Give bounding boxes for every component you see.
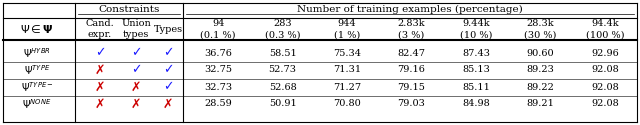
Text: 944
(1 %): 944 (1 %): [334, 19, 360, 39]
Text: ✓: ✓: [131, 64, 141, 76]
Text: 87.43: 87.43: [462, 48, 490, 58]
Text: $\Psi^{\mathit{HYBR}}$: $\Psi^{\mathit{HYBR}}$: [23, 46, 51, 60]
Text: 79.03: 79.03: [397, 100, 426, 108]
Text: ✗: ✗: [131, 98, 141, 110]
Text: 82.47: 82.47: [397, 48, 426, 58]
Text: 2.83k
(3 %): 2.83k (3 %): [397, 19, 426, 39]
Text: 94
(0.1 %): 94 (0.1 %): [200, 19, 236, 39]
Text: 28.3k
(30 %): 28.3k (30 %): [524, 19, 557, 39]
Text: 36.76: 36.76: [204, 48, 232, 58]
Text: 94.4k
(100 %): 94.4k (100 %): [586, 19, 624, 39]
Text: Types: Types: [154, 24, 182, 34]
Text: 32.73: 32.73: [204, 82, 232, 92]
Text: 71.31: 71.31: [333, 66, 361, 74]
Text: 50.91: 50.91: [269, 100, 296, 108]
Text: 79.15: 79.15: [397, 82, 426, 92]
Text: ✗: ✗: [95, 80, 105, 94]
Text: $\Psi^{\mathit{NONE}}$: $\Psi^{\mathit{NONE}}$: [22, 97, 52, 111]
Text: ✗: ✗: [131, 80, 141, 94]
Text: Constraints: Constraints: [99, 4, 160, 14]
Text: Union
types: Union types: [121, 19, 151, 39]
Text: 92.96: 92.96: [591, 48, 619, 58]
Text: 85.11: 85.11: [462, 82, 490, 92]
Text: 89.23: 89.23: [527, 66, 554, 74]
Text: ✓: ✓: [95, 46, 105, 60]
Text: 92.08: 92.08: [591, 100, 619, 108]
Text: Cand.
expr.: Cand. expr.: [86, 19, 115, 39]
Text: ✓: ✓: [131, 46, 141, 60]
Text: $\Psi^{\mathit{TYPE-}}$: $\Psi^{\mathit{TYPE-}}$: [20, 80, 53, 94]
Text: ✓: ✓: [163, 46, 173, 60]
Text: 70.80: 70.80: [333, 100, 361, 108]
Text: 79.16: 79.16: [397, 66, 426, 74]
Text: 28.59: 28.59: [204, 100, 232, 108]
Text: $\Psi \in \mathbf{\Psi}$: $\Psi \in \mathbf{\Psi}$: [20, 23, 54, 35]
Text: ✓: ✓: [163, 80, 173, 94]
Text: 52.68: 52.68: [269, 82, 296, 92]
Text: 283
(0.3 %): 283 (0.3 %): [265, 19, 300, 39]
Text: 89.21: 89.21: [527, 100, 554, 108]
Text: ✓: ✓: [163, 64, 173, 76]
Text: 85.13: 85.13: [462, 66, 490, 74]
Text: ✗: ✗: [163, 98, 173, 110]
Text: ✗: ✗: [95, 98, 105, 110]
Text: 89.22: 89.22: [527, 82, 554, 92]
Text: 92.08: 92.08: [591, 66, 619, 74]
Text: 75.34: 75.34: [333, 48, 361, 58]
Text: 9.44k
(10 %): 9.44k (10 %): [460, 19, 492, 39]
Text: 58.51: 58.51: [269, 48, 296, 58]
Text: 84.98: 84.98: [462, 100, 490, 108]
Text: 32.75: 32.75: [204, 66, 232, 74]
Text: 90.60: 90.60: [527, 48, 554, 58]
Text: 92.08: 92.08: [591, 82, 619, 92]
Text: 71.27: 71.27: [333, 82, 361, 92]
Text: ✗: ✗: [95, 64, 105, 76]
Text: 52.73: 52.73: [269, 66, 297, 74]
Text: Number of training examples (percentage): Number of training examples (percentage): [297, 4, 523, 14]
Text: $\Psi^{\mathit{TYPE}}$: $\Psi^{\mathit{TYPE}}$: [24, 63, 51, 77]
